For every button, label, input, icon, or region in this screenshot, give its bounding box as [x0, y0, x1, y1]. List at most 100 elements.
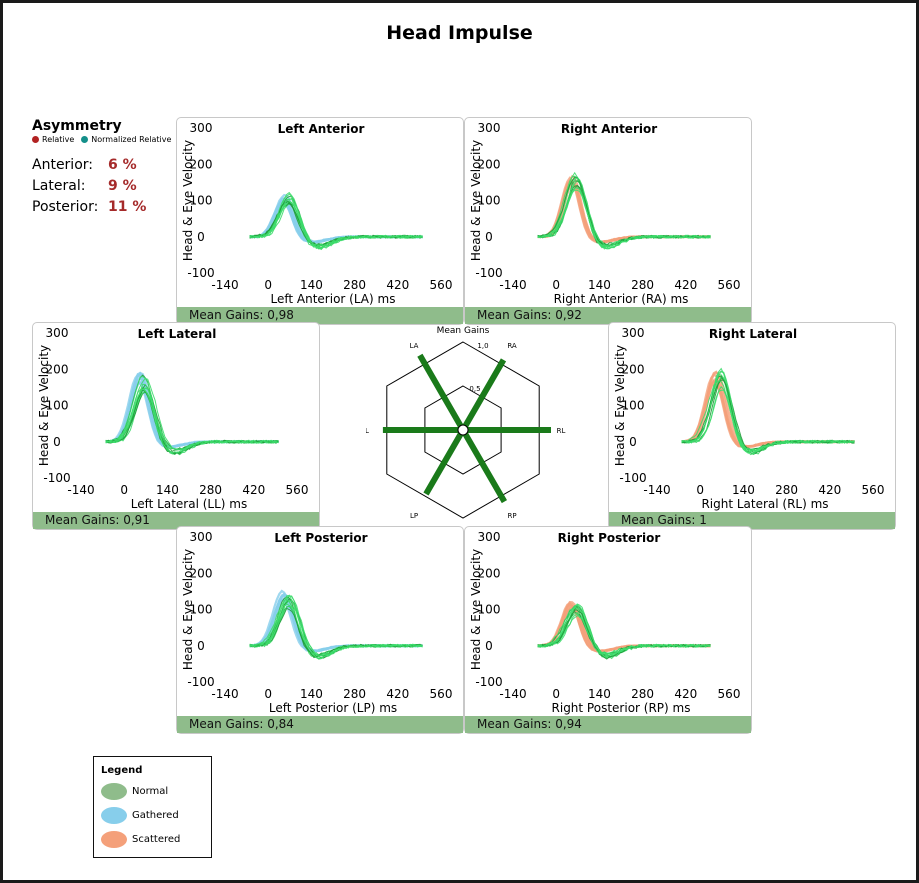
eye-velocity-trace — [105, 389, 279, 455]
radar-axis-label: RL — [557, 427, 566, 435]
y-tick-label: 0 — [485, 230, 493, 244]
asymmetry-summary: Asymmetry Relative Normalized Relative A… — [32, 118, 182, 215]
x-tick-label: 560 — [718, 278, 741, 292]
y-tick-label: 0 — [485, 639, 493, 653]
x-tick-label: 420 — [242, 483, 265, 497]
y-tick-label: 0 — [197, 230, 205, 244]
y-tick-label: 300 — [622, 326, 645, 340]
x-tick-label: 560 — [430, 278, 453, 292]
x-tick-label: 420 — [674, 278, 697, 292]
x-tick-label: 420 — [674, 687, 697, 701]
legend-label: Normal — [132, 786, 169, 797]
chart-panel-left-anterior: Left Anterior 300 200 100 0 -100 -140 0 140 280 42… — [176, 117, 464, 325]
normalized-relative-dot-icon — [81, 136, 89, 143]
y-axis-label: Head & Eye Velocity — [469, 140, 483, 261]
y-tick-label: -100 — [187, 675, 214, 689]
y-tick-label: -100 — [475, 675, 502, 689]
head-velocity-trace — [681, 371, 855, 448]
asymmetry-heading: Asymmetry — [32, 118, 122, 134]
head-velocity-trace — [681, 373, 855, 448]
legend-item-normal: Normal — [101, 783, 168, 800]
x-tick-label: 140 — [300, 278, 323, 292]
y-axis-label: Head & Eye Velocity — [181, 549, 195, 670]
y-axis-label: Head & Eye Velocity — [613, 345, 627, 466]
x-tick-label: 280 — [199, 483, 222, 497]
legend-swatch-normal-icon — [101, 783, 127, 800]
eye-velocity-trace — [681, 371, 855, 453]
y-tick-label: 100 — [622, 399, 645, 413]
y-axis-label: Head & Eye Velocity — [181, 140, 195, 261]
mean-gains-radar-chart: Mean Gains 1,0 0,5 LA RA RL RP LP LL — [366, 326, 566, 520]
y-tick-label: 100 — [478, 194, 501, 208]
asymmetry-value: 6 % — [108, 156, 137, 173]
y-tick-label: 200 — [190, 157, 213, 171]
y-tick-label: 300 — [478, 530, 501, 544]
radar-axis-label: LA — [410, 342, 419, 350]
mean-gain-bar: Mean Gains: 0,94 — [465, 716, 751, 733]
x-tick-label: 140 — [588, 278, 611, 292]
eye-velocity-trace — [249, 198, 423, 247]
x-tick-label: -140 — [67, 483, 94, 497]
asymmetry-label: Anterior: — [32, 156, 93, 173]
y-tick-label: 100 — [46, 399, 69, 413]
y-tick-label: 200 — [622, 362, 645, 376]
x-axis-label: Right Lateral (RL) ms — [701, 497, 828, 511]
x-tick-label: 140 — [156, 483, 179, 497]
radar-tick-label: 1,0 — [477, 342, 488, 350]
asymmetry-row-posterior: Posterior: 11 % — [32, 198, 182, 215]
y-tick-label: 300 — [190, 530, 213, 544]
x-tick-label: 280 — [343, 687, 366, 701]
x-tick-label: -140 — [211, 687, 238, 701]
legend-item-gathered: Gathered — [101, 807, 179, 824]
x-tick-label: -140 — [211, 278, 238, 292]
x-tick-label: 280 — [631, 687, 654, 701]
x-tick-label: 0 — [120, 483, 128, 497]
y-tick-label: 300 — [478, 121, 501, 135]
y-tick-label: 0 — [629, 435, 637, 449]
x-tick-label: 280 — [343, 278, 366, 292]
relative-dot-icon — [32, 136, 39, 143]
legend-item-scattered: Scattered — [101, 831, 180, 848]
eye-velocity-trace — [537, 177, 711, 247]
legend: Legend Normal Gathered Scattered — [93, 756, 212, 858]
radar-title: Mean Gains — [437, 326, 490, 336]
legend-title: Legend — [101, 765, 143, 776]
head-velocity-trace — [105, 373, 279, 449]
y-tick-label: 300 — [190, 121, 213, 135]
radar-center-marker — [457, 424, 469, 436]
eye-velocity-trace — [537, 603, 711, 657]
x-tick-label: 280 — [631, 278, 654, 292]
x-axis-label: Left Anterior (LA) ms — [271, 292, 396, 306]
y-tick-label: 200 — [190, 566, 213, 580]
radar-axis-label: LP — [410, 512, 418, 520]
asymmetry-value: 9 % — [108, 177, 137, 194]
mean-gain-bar: Mean Gains: 1 — [609, 512, 895, 529]
x-tick-label: 0 — [696, 483, 704, 497]
y-tick-label: 300 — [46, 326, 69, 340]
x-tick-label: 560 — [862, 483, 885, 497]
eye-velocity-trace — [249, 598, 423, 656]
x-tick-label: 140 — [732, 483, 755, 497]
y-tick-label: -100 — [43, 471, 70, 485]
chart-panel-left-lateral: Left Lateral 300 200 100 0 -100 -140 0 140 280 420… — [32, 322, 320, 530]
radar-gain-spoke — [417, 353, 466, 432]
chart-left-lateral: Left Lateral 300 200 100 0 -100-140 0 140 280 420… — [37, 326, 308, 511]
x-tick-label: 420 — [386, 687, 409, 701]
chart-title: Left Lateral — [138, 327, 217, 341]
y-tick-label: 200 — [478, 157, 501, 171]
x-tick-label: 0 — [552, 278, 560, 292]
y-axis-label: Head & Eye Velocity — [37, 345, 51, 466]
asymmetry-label: Lateral: — [32, 177, 86, 194]
chart-right-posterior: Right Posterior 300 200 100 0 -100-140 0 140 280… — [469, 530, 740, 715]
chart-title: Left Posterior — [274, 531, 367, 545]
x-tick-label: 140 — [300, 687, 323, 701]
legend-swatch-scattered-icon — [101, 831, 127, 848]
asymmetry-row-anterior: Anterior: 6 % — [32, 156, 182, 173]
mean-gain-bar: Mean Gains: 0,92 — [465, 307, 751, 324]
radar-gain-spoke — [423, 428, 466, 496]
x-tick-label: 0 — [552, 687, 560, 701]
chart-right-lateral: Right Lateral 300 200 100 0 -100-140 0 140 280 42… — [613, 326, 885, 511]
chart-panel-right-lateral: Right Lateral 300 200 100 0 -100 -140 0 140 280 42… — [608, 322, 896, 530]
x-tick-label: 0 — [264, 278, 272, 292]
